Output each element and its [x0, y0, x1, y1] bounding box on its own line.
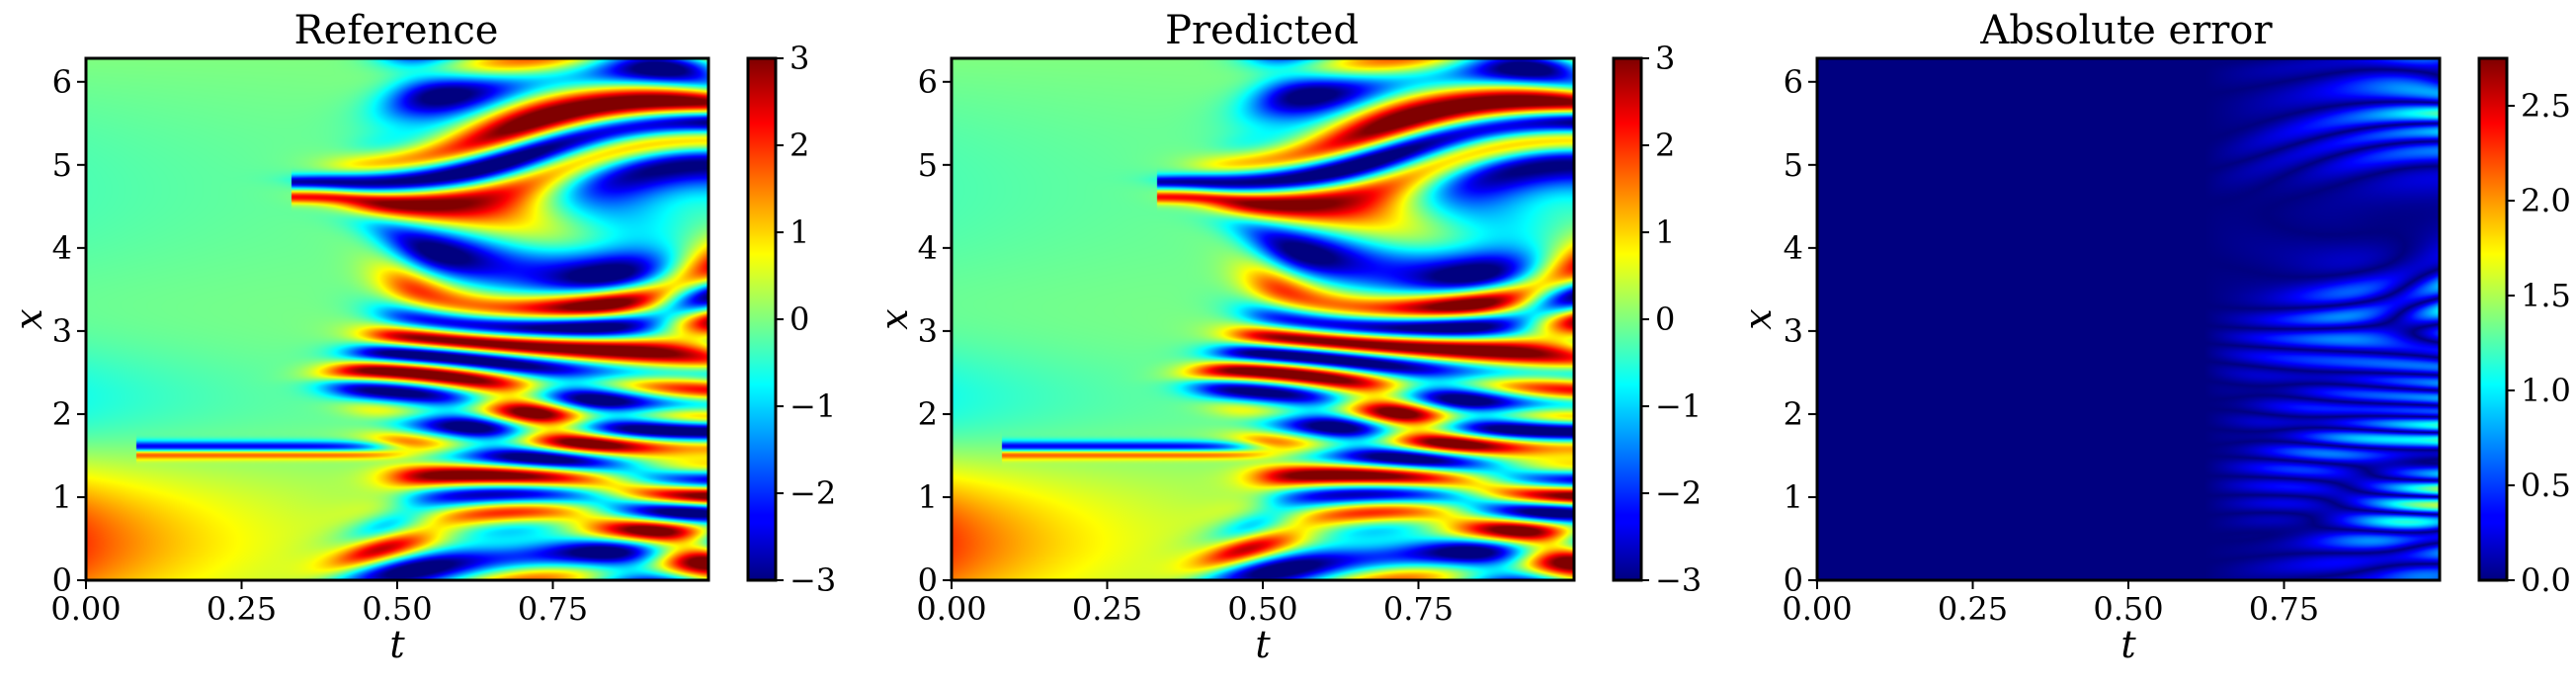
y-tick-label: 5: [1784, 146, 1803, 184]
y-tick-label: 0: [918, 561, 938, 599]
colorbar-tick-label: 0: [1655, 300, 1675, 338]
y-tick-label: 3: [1784, 312, 1803, 350]
x-tick-label: 0.75: [518, 590, 588, 628]
y-tick-label: 6: [918, 63, 938, 101]
colorbar: −3 −2 −1 0 1 2 3: [1612, 40, 1702, 599]
panel-title: Predicted: [1165, 8, 1359, 53]
y-tick-label: 1: [1784, 478, 1803, 516]
y-tick-label: 0: [52, 561, 72, 599]
y-tick-label: 4: [52, 229, 72, 267]
panel-reference: Reference 0.00 0.25 0.50 0.75 0 1 2 3 4 5 6 t x −…: [7, 8, 836, 666]
x-axis-label: t: [1255, 623, 1271, 666]
x-tick-label: 0.75: [1383, 590, 1454, 628]
y-axis: 0 1 2 3 4 5 6: [52, 63, 86, 599]
colorbar-tick-label: 0.5: [2521, 467, 2571, 504]
colorbar-gradient: [2477, 56, 2509, 582]
x-tick-label: 0.00: [1782, 590, 1852, 628]
colorbar-tick-label: −2: [1655, 474, 1702, 512]
y-tick-label: 2: [918, 395, 938, 433]
x-axis: 0.00 0.25 0.50 0.75: [50, 580, 588, 628]
colorbar: 0.0 0.5 1.0 1.5 2.0 2.5: [2477, 56, 2571, 599]
panel-title: Reference: [294, 8, 499, 53]
y-axis: 0 1 2 3 4 5 6: [1784, 63, 1817, 599]
y-axis: 0 1 2 3 4 5 6: [918, 63, 952, 599]
panel-absolute-error: Absolute error 0.00 0.25 0.50 0.75 0123456 …: [1736, 8, 2571, 666]
y-tick-label: 1: [918, 478, 938, 516]
y-tick-label: 1: [52, 478, 72, 516]
x-axis-label: t: [389, 623, 405, 666]
x-tick-label: 0.50: [1227, 590, 1297, 628]
colorbar-tick-label: 0: [789, 300, 809, 338]
y-tick-label: 3: [918, 312, 938, 350]
x-tick-label: 0.25: [1938, 590, 2008, 628]
y-tick-label: 3: [52, 312, 72, 350]
colorbar-tick-label: 2: [789, 127, 809, 164]
y-tick-label: 4: [1784, 229, 1803, 267]
x-axis: 0.00 0.25 0.50 0.75: [916, 580, 1454, 628]
y-tick-label: 6: [52, 63, 72, 101]
colorbar-tick-label: −1: [1655, 387, 1702, 425]
x-tick-label: 0.75: [2249, 590, 2319, 628]
colorbar-tick-label: 0.0: [2521, 561, 2571, 599]
y-tick-label: 5: [918, 146, 938, 184]
y-tick-label: 2: [1784, 395, 1803, 433]
colorbar-gradient: [1612, 56, 1643, 582]
colorbar-tick-label: 2.0: [2521, 182, 2571, 219]
colorbar-tick-label: 2: [1655, 127, 1675, 164]
colorbar-tick-label: 1.5: [2521, 277, 2571, 314]
x-tick-label: 0.00: [916, 590, 986, 628]
x-tick-label: 0.25: [1072, 590, 1142, 628]
colorbar-tick-label: 1.0: [2521, 372, 2571, 409]
colorbar-tick-label: 1: [789, 214, 809, 251]
y-axis-label: x: [7, 308, 50, 329]
y-tick-label: 0: [1784, 561, 1803, 599]
colorbar-tick-label: −2: [789, 474, 836, 512]
colorbar-tick-label: −1: [789, 387, 836, 425]
colorbar-tick-label: −3: [789, 561, 836, 599]
heatmap-canvas-holder: [1817, 58, 2440, 580]
colorbar-tick-label: 3: [789, 40, 809, 77]
y-axis-label: x: [873, 308, 916, 329]
x-tick-label: 0.50: [362, 590, 432, 628]
panel-predicted: Predicted 0.00 0.25 0.50 0.75 0 1 2 3 4 5 6 t x −…: [873, 8, 1702, 666]
colorbar: −3 −2 −1 0 1 2 3: [746, 40, 836, 599]
x-tick-label: 0.25: [207, 590, 277, 628]
x-tick-label: 0.00: [50, 590, 121, 628]
x-tick-label: 0.50: [2093, 590, 2163, 628]
colorbar-tick-label: −3: [1655, 561, 1702, 599]
heatmap-canvas-holder: [86, 58, 708, 580]
y-tick-label: 6: [1784, 63, 1803, 101]
y-tick-label: 5: [52, 146, 72, 184]
panel-title: Absolute error: [1979, 8, 2273, 53]
heatmap-canvas-holder: [952, 58, 1574, 580]
x-axis: 0.00 0.25 0.50 0.75: [1782, 580, 2319, 628]
y-tick-label: 2: [52, 395, 72, 433]
colorbar-tick-label: 1: [1655, 214, 1675, 251]
y-tick-label: 4: [918, 229, 938, 267]
colorbar-tick-label: 3: [1655, 40, 1675, 77]
colorbar-tick-label: 2.5: [2521, 87, 2571, 125]
y-axis-label: x: [1736, 308, 1780, 329]
x-axis-label: t: [2120, 623, 2136, 666]
colorbar-gradient: [746, 56, 778, 582]
